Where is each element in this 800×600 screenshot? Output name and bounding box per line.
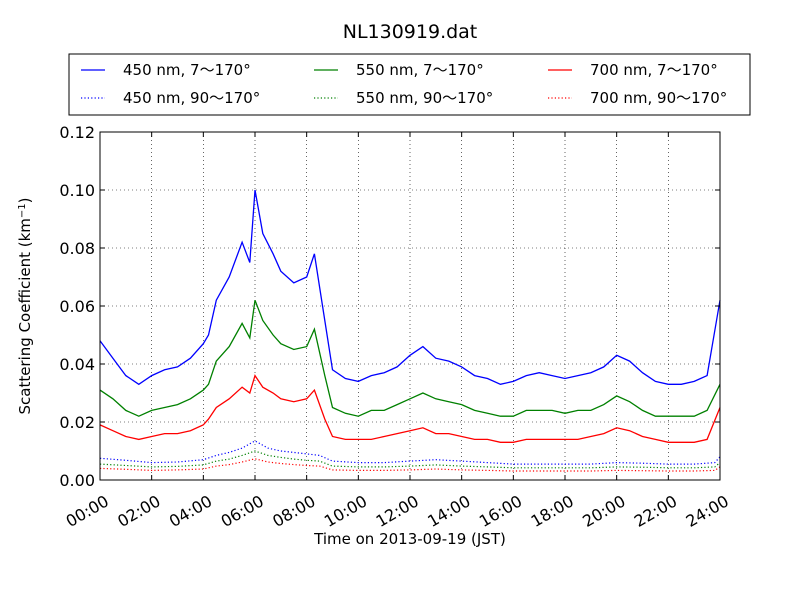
y-tick-label: 0.00 <box>59 471 95 490</box>
y-axis-label-close: ) <box>16 197 34 203</box>
y-axis-label-exponent: −1 <box>17 203 28 218</box>
ticks <box>99 131 721 481</box>
chart-title: NL130919.dat <box>343 21 478 43</box>
legend-label-0: 450 nm, 7～170° <box>123 61 251 79</box>
y-tick-label: 0.02 <box>59 413 95 432</box>
legend-label-4: 550 nm, 90～170° <box>356 89 493 107</box>
series-line-3 <box>99 440 721 465</box>
y-tick-label: 0.08 <box>59 239 95 258</box>
series-line-5 <box>99 458 721 472</box>
y-tick-label: 0.12 <box>59 123 95 142</box>
y-tick-label: 0.06 <box>59 297 95 316</box>
y-tick-label: 0.04 <box>59 355 95 374</box>
series-group <box>99 189 721 472</box>
series-line-1 <box>99 299 721 417</box>
y-tick-label: 0.10 <box>59 181 95 200</box>
x-axis-label: Time on 2013-09-19 (JST) <box>313 530 506 548</box>
legend-label-2: 700 nm, 7～170° <box>590 61 718 79</box>
legend: 450 nm, 7～170° 550 nm, 7～170° 700 nm, 7～17… <box>68 53 751 116</box>
series-line-2 <box>99 374 721 443</box>
legend-label-5: 700 nm, 90～170° <box>590 89 727 107</box>
series-line-4 <box>99 450 721 469</box>
y-tick-labels: 0.00 0.02 0.04 0.06 0.08 0.10 0.12 <box>59 123 95 490</box>
legend-label-3: 450 nm, 90～170° <box>123 89 260 107</box>
y-axis-label-main: Scattering Coefficient (km <box>16 218 34 414</box>
y-axis-label: Scattering Coefficient (km−1) <box>16 197 34 414</box>
legend-label-1: 550 nm, 7～170° <box>356 61 484 79</box>
legend-box <box>68 53 751 116</box>
series-line-0 <box>99 189 721 386</box>
grid <box>100 132 720 480</box>
